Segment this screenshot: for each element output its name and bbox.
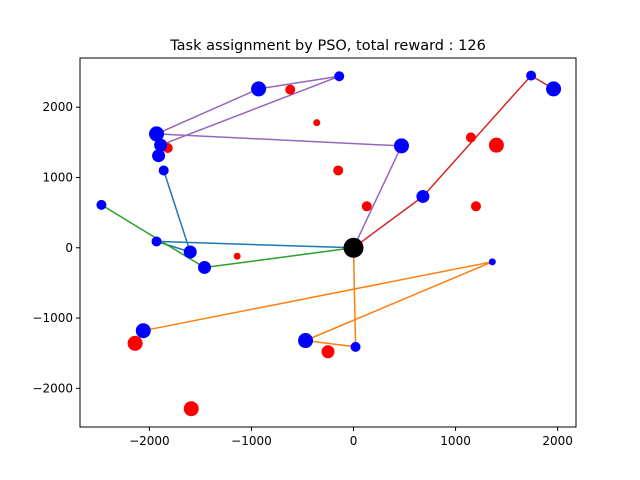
- target-point: [313, 119, 321, 127]
- task-point: [149, 126, 165, 142]
- task-point: [154, 138, 168, 152]
- x-tick-label: −1000: [231, 434, 272, 448]
- task-point: [298, 333, 314, 349]
- target-point: [333, 165, 344, 176]
- task-point: [334, 71, 345, 82]
- y-tick-label: 2000: [42, 100, 73, 114]
- task-point: [183, 245, 197, 259]
- depot-point: [343, 237, 364, 258]
- task-point: [416, 189, 430, 203]
- plot-frame: [79, 57, 577, 428]
- task-point: [350, 341, 361, 352]
- task-point: [526, 70, 537, 81]
- task-point: [152, 149, 166, 163]
- task-point: [488, 258, 496, 266]
- x-tick-label: 0: [350, 434, 358, 448]
- task-point: [96, 199, 107, 210]
- target-point: [285, 84, 296, 95]
- task-point: [546, 81, 562, 97]
- y-tick-label: 0: [65, 241, 73, 255]
- target-point: [470, 201, 481, 212]
- x-tick-label: −2000: [129, 434, 170, 448]
- task-point: [251, 81, 267, 97]
- route-line-4: [353, 74, 554, 249]
- y-tick-label: −2000: [32, 381, 73, 395]
- task-point: [198, 260, 212, 274]
- x-axis: −2000 −1000 0 1000 2000: [129, 427, 573, 448]
- task-point: [135, 323, 151, 339]
- target-point: [183, 401, 199, 417]
- y-axis: −2000 −1000 0 1000 2000: [32, 100, 80, 395]
- target-point: [233, 252, 241, 260]
- markers-layer: [96, 70, 562, 417]
- target-point: [465, 132, 476, 143]
- route-line-1: [155, 170, 354, 253]
- task-point: [393, 138, 409, 154]
- target-point: [127, 335, 143, 351]
- x-tick-label: 1000: [440, 434, 471, 448]
- x-tick-label: 2000: [542, 434, 573, 448]
- target-point: [488, 137, 504, 153]
- target-point: [361, 201, 372, 212]
- target-point: [321, 345, 335, 359]
- y-tick-label: −1000: [32, 311, 73, 325]
- y-tick-label: 1000: [42, 170, 73, 184]
- task-point: [158, 165, 169, 176]
- task-point: [151, 236, 162, 247]
- chart-title: Task assignment by PSO, total reward : 1…: [169, 38, 486, 54]
